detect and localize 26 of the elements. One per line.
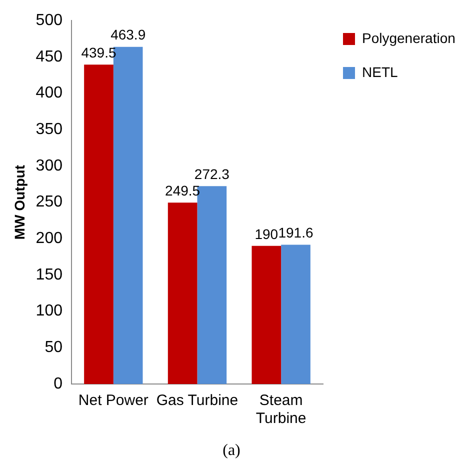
bar <box>84 64 114 384</box>
legend-label: NETL <box>362 64 398 80</box>
x-tick-label: Gas Turbine <box>156 392 238 410</box>
data-label: 190 <box>254 226 278 242</box>
y-axis-title: MW Output <box>11 164 28 240</box>
y-tick-label: 0 <box>54 375 63 392</box>
y-tick-label: 450 <box>36 48 63 66</box>
text: (a) <box>222 442 242 460</box>
y-tick-label: 200 <box>36 230 63 248</box>
y-tick-label: 150 <box>36 266 63 284</box>
data-label: 272.3 <box>194 166 230 182</box>
y-tick-label: 50 <box>44 339 63 356</box>
y-tick-label: 400 <box>36 84 63 102</box>
y-tick-label: 500 <box>36 12 63 30</box>
y-tick-label: 300 <box>36 157 63 174</box>
data-label: 463.9 <box>110 26 146 43</box>
x-tick-label: Net Power <box>78 392 148 410</box>
data-label: 191.6 <box>278 224 314 241</box>
bar <box>168 202 198 384</box>
y-tick-label: 350 <box>36 121 63 138</box>
bar <box>281 244 310 384</box>
y-tick-label: 100 <box>36 302 63 320</box>
legend-label: Polygeneration <box>362 30 456 46</box>
bar <box>252 246 282 384</box>
x-tick-label: Steam Turbine <box>256 392 306 428</box>
y-tick-label: 250 <box>36 194 63 211</box>
